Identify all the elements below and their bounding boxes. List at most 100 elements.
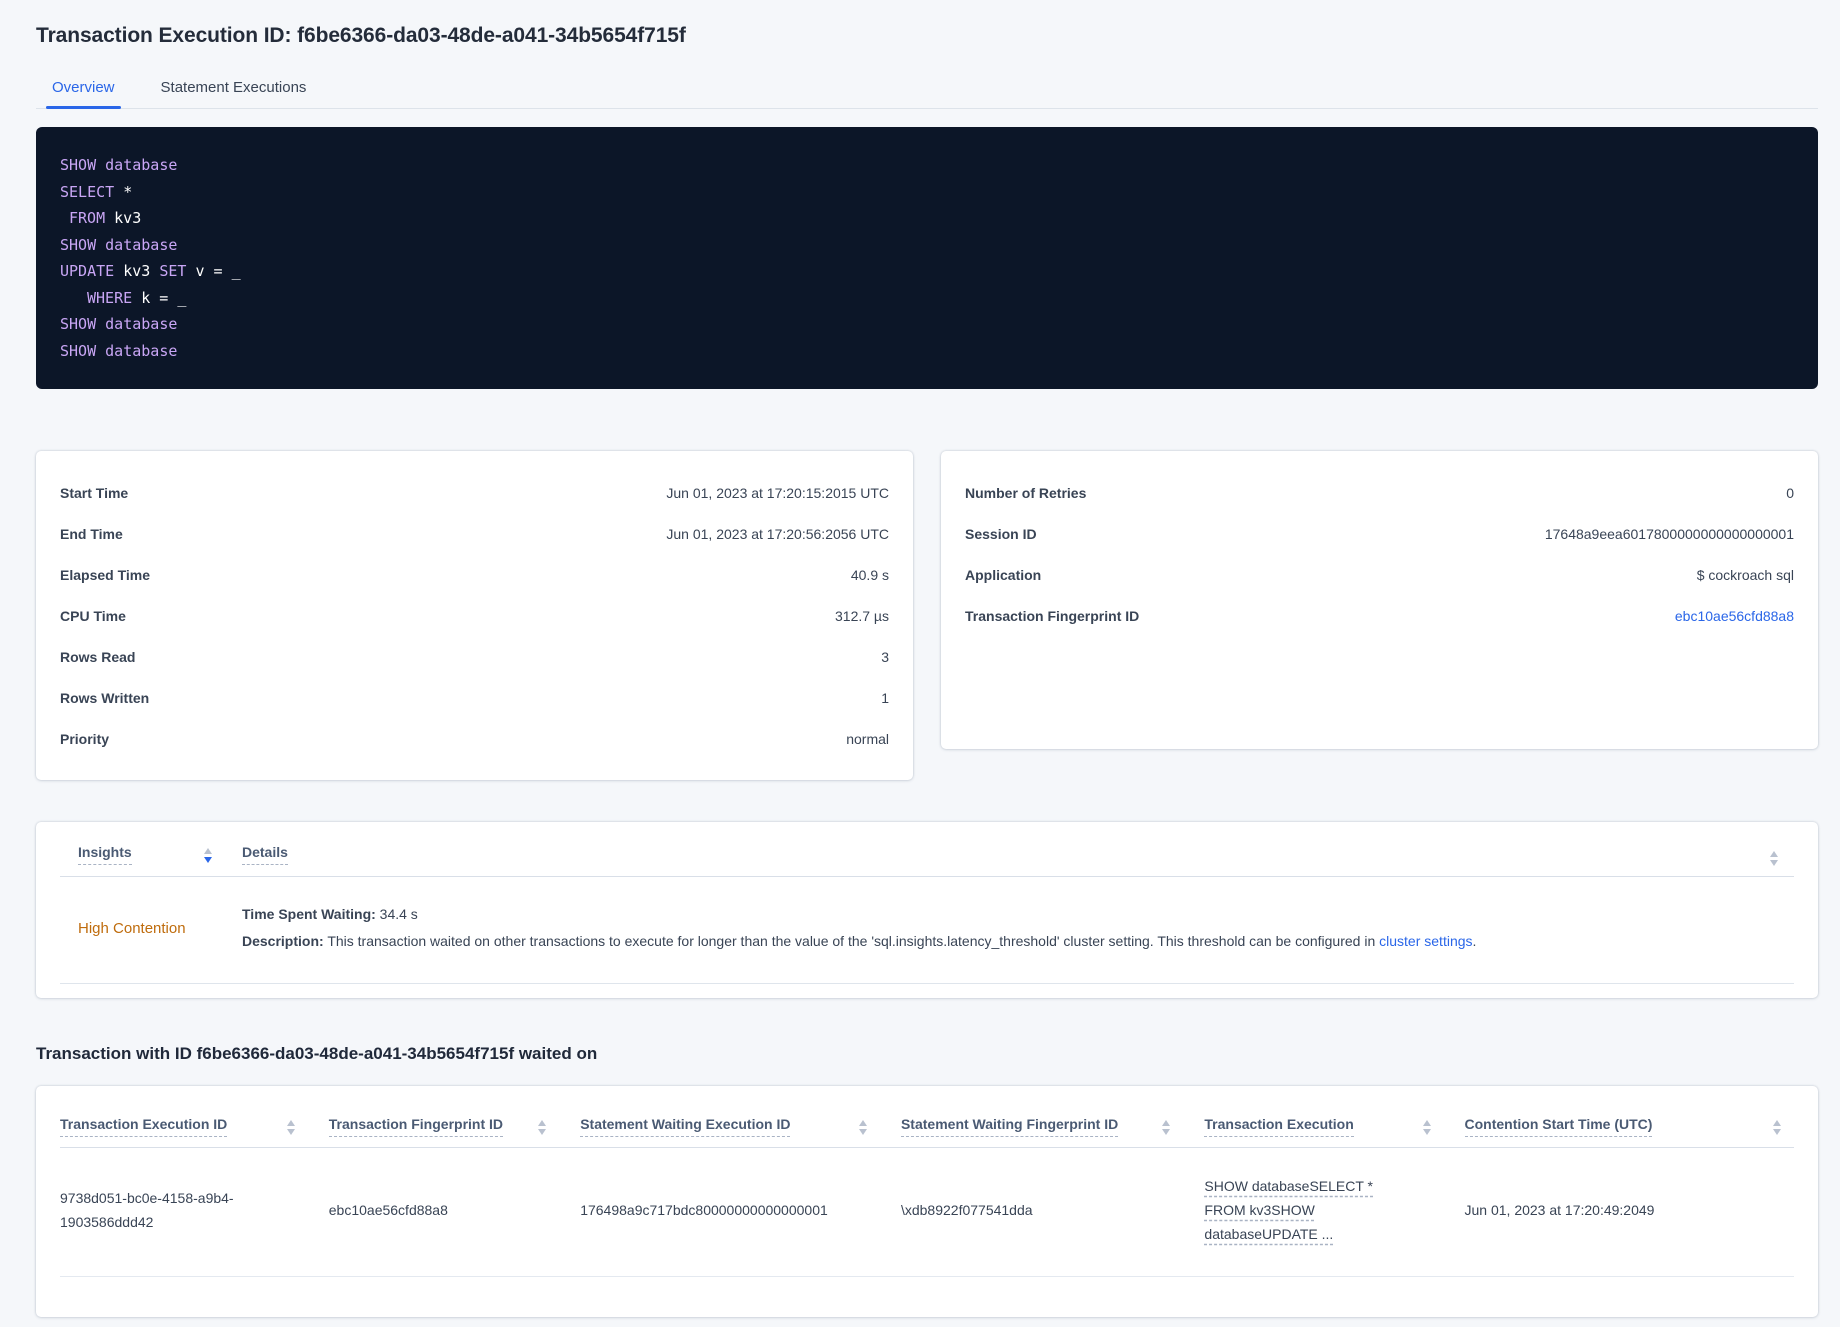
sort-icon[interactable] [858,1116,867,1135]
sql-keyword: database [105,156,178,174]
summary-row: Number of Retries 0 [965,472,1794,513]
sort-up-arrow [1422,1120,1431,1126]
sql-token: _ [231,262,241,280]
column-label[interactable]: Transaction Fingerprint ID [328,1116,504,1137]
sql-line: SHOW database [60,152,1794,179]
summary-label: Application [965,566,1042,583]
sort-up-arrow [1162,1120,1171,1126]
sql-line: SHOW database [60,338,1794,365]
column-label[interactable]: Contention Start Time (UTC) [1464,1116,1653,1137]
sort-down-arrow [1162,1129,1171,1135]
insight-type-badge: High Contention [78,919,186,937]
column-header-blank[interactable] [1770,844,1794,866]
summary-row: Application $ cockroach sql [965,554,1794,595]
cluster-settings-link[interactable]: cluster settings [1379,933,1473,949]
description-label: Description: [242,933,324,949]
summary-label: CPU Time [60,607,126,624]
sql-token: kv3 [114,209,142,227]
sort-up-arrow [204,848,212,854]
cell-contention-start-time: Jun 01, 2023 at 17:20:49:2049 [1464,1202,1655,1218]
sql-line: SHOW database [60,311,1794,338]
column-label[interactable]: Transaction Execution [1204,1116,1354,1137]
insights-card: Insights Details High Contention Ti [36,822,1818,998]
summary-row: CPU Time 312.7 µs [60,595,889,636]
column-label-insights[interactable]: Insights [78,844,132,865]
tab-overview[interactable]: Overview [46,70,121,109]
column-header-insights[interactable]: Insights [60,844,242,865]
sql-token: * [123,182,133,201]
sort-down-arrow [538,1129,547,1135]
sort-icon[interactable] [1422,1116,1431,1135]
summary-label: Rows Written [60,689,150,706]
sort-icon[interactable] [1773,1116,1782,1135]
sort-icon[interactable] [538,1116,547,1135]
sort-icon[interactable] [1162,1116,1171,1135]
summary-value: 40.9 s [850,566,889,583]
transaction-fingerprint-id-link[interactable]: ebc10ae56cfd88a8 [1674,607,1794,624]
insight-row: High Contention Time Spent Waiting: 34.4… [60,877,1794,984]
summary-value: 0 [1786,484,1794,501]
sql-keyword: WHERE [87,288,133,307]
summary-value: 3 [881,648,889,665]
summary-card-right-rows: Number of Retries 0 Session ID 17648a9eea60… [965,472,1794,636]
column-label[interactable]: Transaction Execution ID [60,1116,228,1137]
sort-desc-icon [204,857,212,863]
waited-on-heading: Transaction with ID f6be6366-da03-48de-a… [36,1044,598,1063]
sql-keyword: database [105,315,178,333]
sql-keyword: SHOW [60,156,97,174]
sql-line: WHERE k = _ [60,285,1794,312]
sort-down-arrow [1770,860,1778,866]
column-header-statement-waiting-fingerprint-id[interactable]: Statement Waiting Fingerprint ID [900,1116,1204,1137]
table-row: 9738d051-bc0e-4158-a9b4-1903586ddd42 ebc1… [60,1148,1794,1277]
summary-row: Transaction Fingerprint ID ebc10ae56cfd88… [965,595,1794,636]
summary-label: Number of Retries [965,484,1087,501]
summary-row: Session ID 17648a9eea60178000000000000000… [965,513,1794,554]
cell-statement-waiting-execution-id: 176498a9c717bdc80000000000000001 [580,1202,828,1218]
column-header-transaction-execution[interactable]: Transaction Execution [1204,1116,1464,1137]
column-label-details[interactable]: Details [242,844,288,865]
summary-row: Rows Read 3 [60,636,889,677]
sort-down-arrow [286,1129,295,1135]
cell-transaction-fingerprint-id: ebc10ae56cfd88a8 [328,1202,448,1218]
sql-keyword: UPDATE [60,262,115,280]
sort-down-arrow [1422,1129,1431,1135]
page-title: Transaction Execution ID: f6be6366-da03-… [36,24,686,47]
summary-card-left: Start Time Jun 01, 2023 at 17:20:15:2015 … [36,451,913,780]
summary-card-left-rows: Start Time Jun 01, 2023 at 17:20:15:2015 … [60,472,889,759]
column-header-contention-start-time-utc[interactable]: Contention Start Time (UTC) [1464,1116,1786,1137]
sql-keyword: SET [159,262,187,280]
summary-label: Start Time [60,484,129,501]
summary-value: 17648a9eea6017800000000000000001 [1544,525,1794,542]
tab-statement-executions[interactable]: Statement Executions [160,79,307,96]
summary-card-right: Number of Retries 0 Session ID 17648a9eea60… [941,451,1818,749]
sort-icon[interactable] [1770,847,1778,866]
cell-statement-waiting-fingerprint-id: \xdb8922f077541dda [900,1202,1033,1218]
column-label[interactable]: Statement Waiting Fingerprint ID [900,1116,1119,1137]
sql-keyword: FROM [69,209,106,227]
sql-token: = [213,262,223,280]
description-suffix: . [1472,933,1477,949]
summary-value: Jun 01, 2023 at 17:20:15:2015 UTC [666,484,889,501]
summary-label: End Time [60,525,123,542]
sort-icon[interactable] [286,1116,295,1135]
sort-down-arrow [858,1129,867,1135]
column-header-transaction-fingerprint-id[interactable]: Transaction Fingerprint ID [328,1116,580,1137]
summary-value: normal [846,730,889,747]
cell-transaction-execution-id: 9738d051-bc0e-4158-a9b4-1903586ddd42 [60,1190,234,1230]
column-label[interactable]: Statement Waiting Execution ID [580,1116,791,1137]
sql-line: SELECT * [60,179,1794,206]
summary-row: End Time Jun 01, 2023 at 17:20:56:2056 UT… [60,513,889,554]
sql-token: v [195,262,205,280]
sql-token: kv3 [123,262,151,280]
summary-label: Session ID [965,525,1037,542]
column-header-statement-waiting-execution-id[interactable]: Statement Waiting Execution ID [580,1116,901,1137]
sort-up-arrow [1770,851,1778,857]
waited-table-header: Transaction Execution ID Transaction Fing… [60,1106,1794,1148]
sort-icon-insights[interactable] [204,844,212,863]
column-header-details[interactable]: Details [242,844,1770,865]
summary-label: Elapsed Time [60,566,151,583]
column-header-transaction-execution-id[interactable]: Transaction Execution ID [60,1116,329,1137]
waited-on-table-card: Transaction Execution ID Transaction Fing… [36,1086,1818,1317]
cell-transaction-execution[interactable]: SHOW databaseSELECT * FROM kv3SHOW datab… [1204,1178,1374,1242]
